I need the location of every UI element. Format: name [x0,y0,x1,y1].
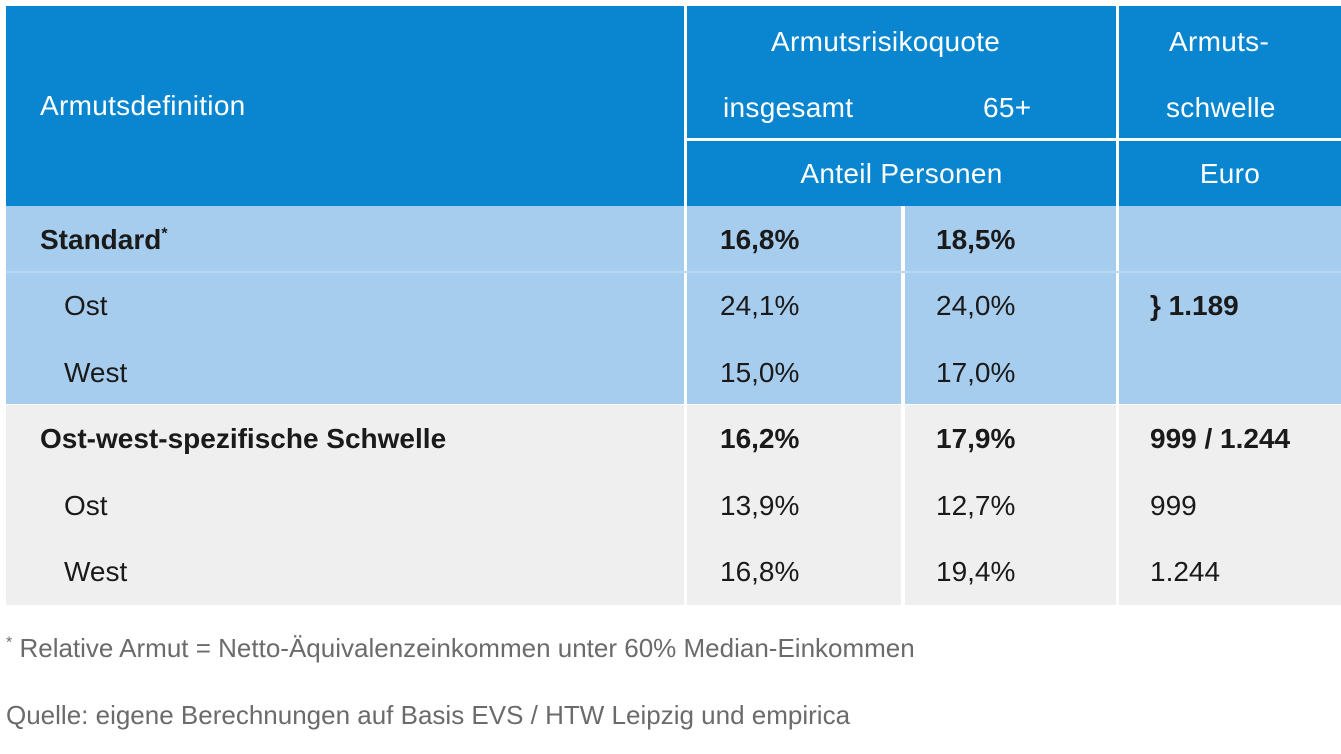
header-anteil-personen-label: Anteil Personen [800,157,1003,189]
ostwest-ost-insgesamt: 13,9% [720,490,800,521]
standard-row-label: Standard* [40,224,168,255]
standard-west-label: West [64,357,128,388]
ostwest-west-65: 19,4% [936,556,1016,587]
ostwest-65-column [905,405,1116,605]
header-euro-label: Euro [1199,157,1261,189]
source-note: Quelle: eigene Berechnungen auf Basis EV… [6,700,851,730]
standard-65-value: 18,5% [936,224,1016,255]
header-65-label: 65+ [983,92,1032,123]
standard-west-insgesamt: 15,0% [720,357,800,388]
header-armutsrisikoquote-label: Armutsrisikoquote [771,26,1001,57]
ostwest-west-schwelle: 1.244 [1150,556,1221,587]
ostwest-schwelle-value: 999 / 1.244 [1150,423,1291,454]
header-armutsdefinition: Armutsdefinition [6,6,684,206]
standard-ost-insgesamt: 24,1% [720,290,800,321]
ostwest-row-label: Ost-west-spezifische Schwelle [40,423,447,454]
standard-insgesamt-value: 16,8% [720,224,800,255]
header-insgesamt-label: insgesamt [723,92,854,123]
header-armuts-line2: schwelle [1166,92,1276,123]
ostwest-ost-schwelle: 999 [1150,490,1197,521]
ostwest-schwelle-column [1119,405,1341,605]
ostwest-ost-65: 12,7% [936,490,1016,521]
ostwest-insgesamt-column [687,405,901,605]
standard-label-column [6,206,684,404]
header-armutsdefinition-label: Armutsdefinition [40,90,246,121]
ostwest-west-label: West [64,556,128,587]
ostwest-insgesamt-value: 16,2% [720,423,800,454]
ostwest-label-column [6,405,684,605]
footnote: * Relative Armut = Netto-Äquivalenzeinko… [6,633,915,664]
standard-ost-label: Ost [64,290,108,321]
standard-schwelle-column [1119,206,1341,404]
ostwest-65-value: 17,9% [936,423,1016,454]
standard-divider [6,271,1341,273]
footnote-text: Relative Armut = Netto-Äquivalenzeinkomm… [12,633,915,663]
header-armutsschwelle: Armuts- schwelle [1119,6,1341,138]
ostwest-west-insgesamt: 16,8% [720,556,800,587]
standard-65-column [905,206,1116,404]
standard-insgesamt-column [687,206,901,404]
standard-schwelle-value: } 1.189 [1150,290,1239,321]
standard-west-65: 17,0% [936,357,1016,388]
header-armuts-line1: Armuts- [1169,26,1270,57]
header-armutsrisikoquote: Armutsrisikoquote insgesamt 65+ [687,6,1116,138]
header-anteil-personen: Anteil Personen [687,141,1116,206]
header-euro: Euro [1119,141,1341,206]
ostwest-ost-label: Ost [64,490,108,521]
standard-ost-65: 24,0% [936,290,1016,321]
footnote-mark: * [6,634,13,652]
